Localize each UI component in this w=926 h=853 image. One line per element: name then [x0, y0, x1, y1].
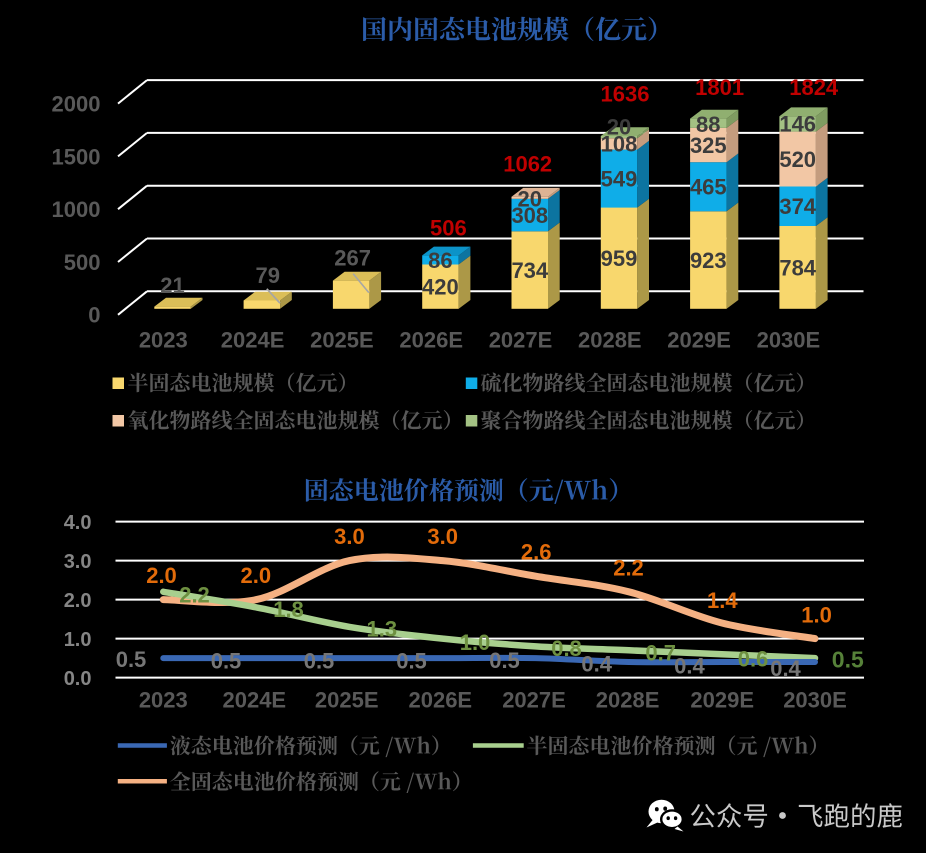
- svg-text:0.4: 0.4: [581, 652, 612, 677]
- svg-text:20: 20: [607, 115, 631, 140]
- svg-text:2027E: 2027E: [502, 687, 566, 712]
- svg-text:420: 420: [422, 275, 459, 300]
- svg-text:3.0: 3.0: [334, 524, 365, 549]
- svg-text:88: 88: [696, 112, 720, 137]
- svg-text:2028E: 2028E: [596, 687, 660, 712]
- svg-text:0.8: 0.8: [551, 636, 582, 661]
- svg-text:734: 734: [511, 258, 548, 283]
- svg-text:2025E: 2025E: [310, 327, 374, 352]
- svg-text:2.2: 2.2: [179, 582, 210, 607]
- svg-text:1.3: 1.3: [367, 617, 398, 642]
- svg-text:4.0: 4.0: [64, 512, 92, 534]
- svg-text:0.5: 0.5: [211, 648, 242, 673]
- svg-text:465: 465: [690, 175, 727, 200]
- svg-text:1.0: 1.0: [801, 603, 832, 628]
- svg-text:2024E: 2024E: [222, 687, 286, 712]
- svg-text:374: 374: [779, 194, 816, 219]
- svg-text:1.0: 1.0: [64, 629, 92, 651]
- svg-text:267: 267: [334, 246, 371, 271]
- svg-text:0.0: 0.0: [64, 668, 92, 690]
- svg-text:2029E: 2029E: [690, 687, 754, 712]
- svg-text:0.4: 0.4: [770, 656, 801, 681]
- svg-text:325: 325: [690, 133, 727, 158]
- svg-text:500: 500: [64, 250, 101, 275]
- svg-text:0.5: 0.5: [489, 648, 520, 673]
- svg-text:0.5: 0.5: [832, 647, 864, 673]
- svg-text:1500: 1500: [52, 144, 101, 169]
- svg-text:1.4: 1.4: [707, 588, 738, 613]
- svg-text:784: 784: [779, 255, 816, 280]
- svg-text:3.0: 3.0: [64, 551, 92, 573]
- svg-text:2026E: 2026E: [399, 327, 463, 352]
- svg-text:0.5: 0.5: [396, 648, 427, 673]
- svg-text:3.0: 3.0: [427, 524, 458, 549]
- svg-text:2025E: 2025E: [315, 687, 379, 712]
- svg-text:1062: 1062: [503, 151, 552, 176]
- svg-text:2028E: 2028E: [578, 327, 642, 352]
- svg-text:2.0: 2.0: [146, 563, 177, 588]
- svg-text:2.2: 2.2: [613, 556, 644, 581]
- svg-text:2029E: 2029E: [667, 327, 731, 352]
- svg-text:2027E: 2027E: [489, 327, 553, 352]
- svg-text:2024E: 2024E: [221, 327, 285, 352]
- svg-text:1000: 1000: [52, 197, 101, 222]
- svg-text:86: 86: [428, 248, 452, 273]
- svg-text:959: 959: [601, 246, 638, 271]
- svg-text:1636: 1636: [601, 81, 650, 106]
- svg-text:2.6: 2.6: [521, 539, 552, 564]
- svg-text:0.4: 0.4: [674, 654, 705, 679]
- svg-text:2030E: 2030E: [757, 327, 821, 352]
- svg-text:2023: 2023: [139, 687, 188, 712]
- svg-text:549: 549: [601, 166, 638, 191]
- svg-text:923: 923: [690, 248, 727, 273]
- svg-text:79: 79: [256, 263, 280, 288]
- svg-text:506: 506: [430, 216, 467, 241]
- svg-text:1.0: 1.0: [460, 630, 491, 655]
- svg-text:0.5: 0.5: [304, 648, 335, 673]
- svg-text:1.8: 1.8: [273, 597, 304, 622]
- svg-text:0.7: 0.7: [645, 640, 676, 665]
- svg-text:2000: 2000: [52, 92, 101, 117]
- svg-text:2030E: 2030E: [783, 687, 847, 712]
- svg-text:2.0: 2.0: [64, 590, 92, 612]
- svg-text:2023: 2023: [139, 327, 188, 352]
- svg-text:146: 146: [779, 111, 816, 136]
- svg-text:0.6: 0.6: [738, 646, 769, 671]
- svg-text:1801: 1801: [695, 75, 744, 100]
- svg-text:0.5: 0.5: [116, 647, 147, 672]
- svg-text:1824: 1824: [789, 75, 839, 100]
- svg-text:520: 520: [779, 147, 816, 172]
- svg-text:20: 20: [518, 187, 542, 212]
- svg-text:0: 0: [88, 303, 100, 328]
- svg-text:21: 21: [160, 273, 184, 298]
- svg-text:308: 308: [511, 203, 548, 228]
- svg-text:2.0: 2.0: [241, 563, 272, 588]
- svg-text:2026E: 2026E: [408, 687, 472, 712]
- svg-text:108: 108: [601, 132, 638, 157]
